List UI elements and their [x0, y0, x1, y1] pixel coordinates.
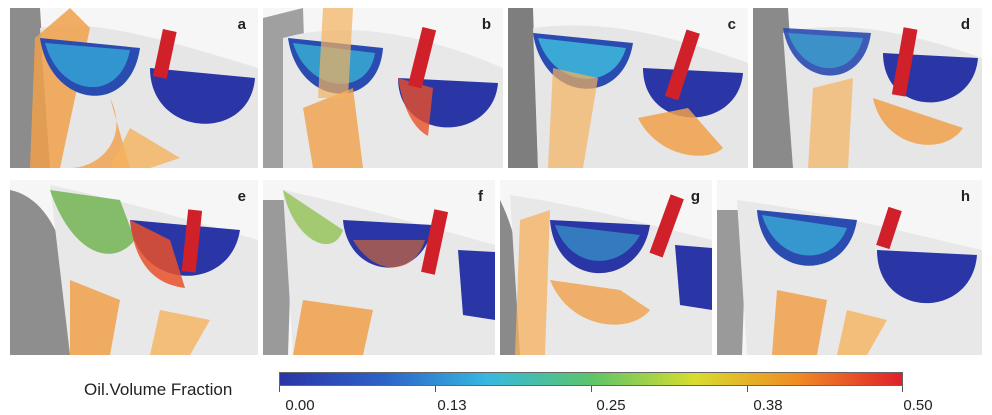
simulation-render-e	[10, 180, 258, 355]
panel-label-f: f	[478, 188, 483, 205]
panel-label-e: e	[237, 188, 246, 205]
colorbar-label-4: 0.50	[903, 397, 933, 414]
panel-g: g	[500, 180, 712, 355]
panel-label-d: d	[960, 16, 970, 33]
panel-label-a: a	[237, 16, 246, 33]
colorbar-tick-0	[279, 386, 280, 392]
panel-d: d	[753, 8, 982, 168]
simulation-render-f	[263, 180, 495, 355]
panel-b: b	[263, 8, 503, 168]
colorbar-label-3: 0.38	[753, 397, 783, 414]
panel-label-c: c	[727, 16, 736, 33]
panel-label-h: h	[960, 188, 970, 205]
colorbar-tick-3	[747, 386, 748, 392]
simulation-render-a	[10, 8, 258, 168]
panel-label-g: g	[690, 188, 700, 205]
simulation-render-h	[717, 180, 982, 355]
colorbar-label-1: 0.13	[437, 397, 467, 414]
simulation-render-g	[500, 180, 712, 355]
colorbar	[279, 372, 903, 386]
simulation-render-c	[508, 8, 748, 168]
panel-label-b: b	[481, 16, 491, 33]
panel-c: c	[508, 8, 748, 168]
colorbar-label-0: 0.00	[285, 397, 315, 414]
panel-h: h	[717, 180, 982, 355]
panel-f: f	[263, 180, 495, 355]
simulation-render-b	[263, 8, 503, 168]
colorbar-label-2: 0.25	[596, 397, 626, 414]
panel-a: a	[10, 8, 258, 168]
legend-title: Oil.Volume Fraction	[84, 380, 233, 399]
panel-e: e	[10, 180, 258, 355]
colorbar-tick-2	[591, 386, 592, 392]
colorbar-tick-1	[435, 386, 436, 392]
colorbar-tick-4	[902, 386, 903, 392]
simulation-render-d	[753, 8, 982, 168]
